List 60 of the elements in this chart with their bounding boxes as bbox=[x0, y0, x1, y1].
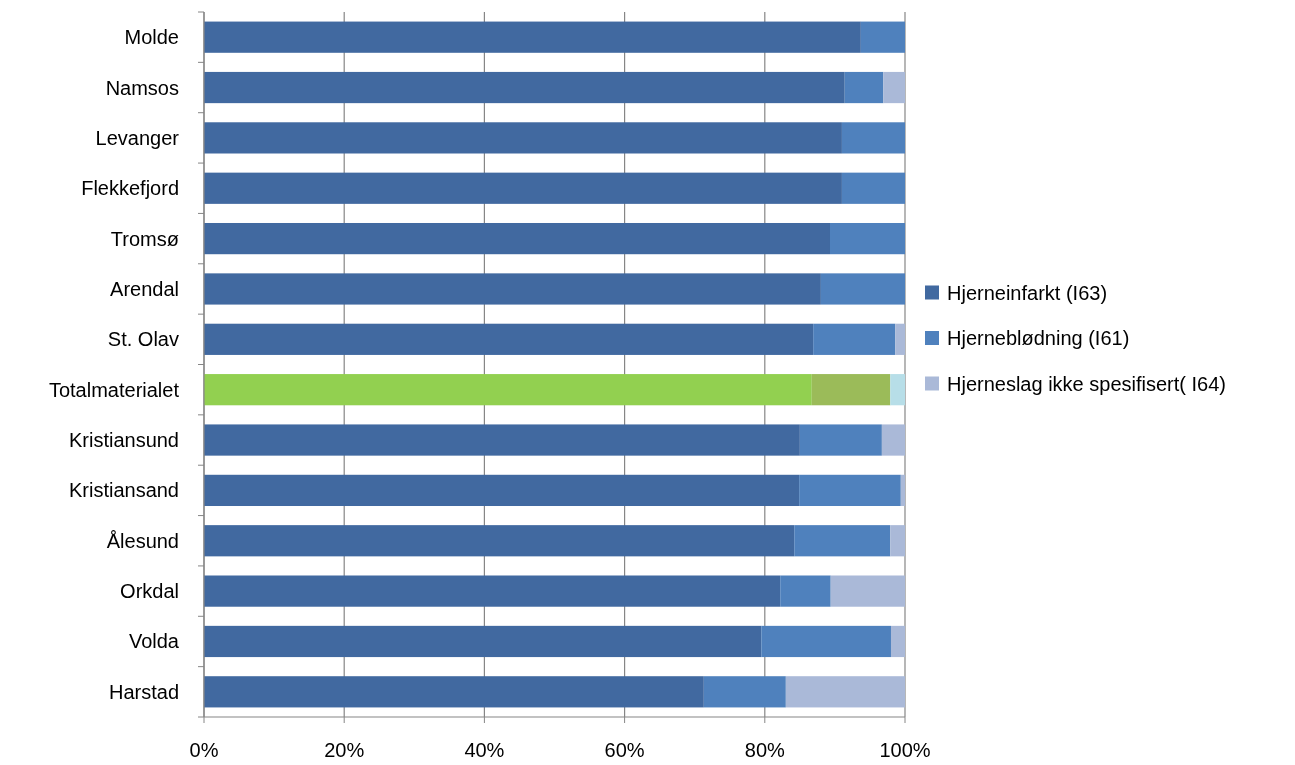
bar bbox=[830, 575, 905, 607]
y-tick-label: St. Olav bbox=[107, 328, 179, 351]
x-tick-label: 40% bbox=[464, 739, 505, 761]
bar bbox=[761, 625, 891, 658]
y-tick-label: Flekkefjord bbox=[81, 177, 179, 200]
bar bbox=[204, 525, 795, 557]
y-tick-label: Kristiansund bbox=[68, 429, 179, 452]
bar bbox=[785, 676, 905, 708]
x-tick-label: 60% bbox=[604, 739, 645, 761]
x-tick-label: 0% bbox=[189, 739, 219, 761]
y-tick-label: Totalmaterialet bbox=[48, 378, 180, 401]
bar bbox=[204, 424, 800, 456]
bar bbox=[820, 273, 905, 305]
bar bbox=[890, 525, 905, 557]
y-tick-label: Molde bbox=[124, 26, 179, 49]
bar bbox=[890, 625, 905, 658]
bar bbox=[204, 575, 781, 607]
y-tick-label: Volda bbox=[128, 630, 180, 653]
legend-label: Hjerneinfarkt (I63) bbox=[947, 281, 1108, 304]
y-tick-label: Ålesund bbox=[106, 529, 179, 552]
bar bbox=[841, 122, 905, 154]
bar bbox=[799, 474, 901, 506]
bar bbox=[890, 374, 905, 406]
bar bbox=[794, 525, 891, 557]
bar bbox=[844, 71, 884, 104]
x-tick-label: 80% bbox=[744, 739, 786, 761]
bar bbox=[895, 323, 905, 355]
y-tick-label: Orkdal bbox=[120, 580, 179, 603]
y-tick-label: Namsos bbox=[105, 76, 179, 99]
bar bbox=[204, 122, 842, 154]
legend-label: Hjerneslag ikke spesifisert( I64) bbox=[947, 372, 1226, 395]
bar bbox=[829, 223, 905, 255]
bar bbox=[900, 474, 905, 506]
x-tick-label: 100% bbox=[879, 739, 931, 761]
y-tick-label: Arendal bbox=[110, 277, 179, 300]
bar bbox=[813, 323, 896, 355]
bar bbox=[204, 223, 830, 255]
bar bbox=[703, 676, 786, 708]
y-tick-label: Tromsø bbox=[110, 227, 179, 250]
bar bbox=[883, 71, 905, 104]
bar bbox=[860, 21, 905, 53]
bar bbox=[881, 424, 905, 456]
legend-label: Hjerneblødning (I61) bbox=[947, 327, 1130, 349]
x-tick-label: 20% bbox=[324, 739, 365, 761]
bar bbox=[841, 172, 905, 204]
bar bbox=[204, 374, 812, 406]
bar bbox=[204, 273, 821, 305]
bar bbox=[204, 323, 814, 355]
bar bbox=[204, 474, 800, 506]
bar bbox=[204, 71, 845, 104]
bar bbox=[204, 21, 861, 53]
bar bbox=[799, 424, 882, 456]
bar bbox=[811, 374, 891, 406]
y-tick-label: Levanger bbox=[95, 126, 180, 149]
bar bbox=[204, 172, 842, 204]
y-tick-label: Kristiansand bbox=[68, 479, 179, 502]
bar bbox=[204, 625, 762, 658]
y-tick-label: Harstad bbox=[108, 680, 179, 703]
bar bbox=[204, 676, 704, 708]
bar bbox=[780, 575, 831, 607]
